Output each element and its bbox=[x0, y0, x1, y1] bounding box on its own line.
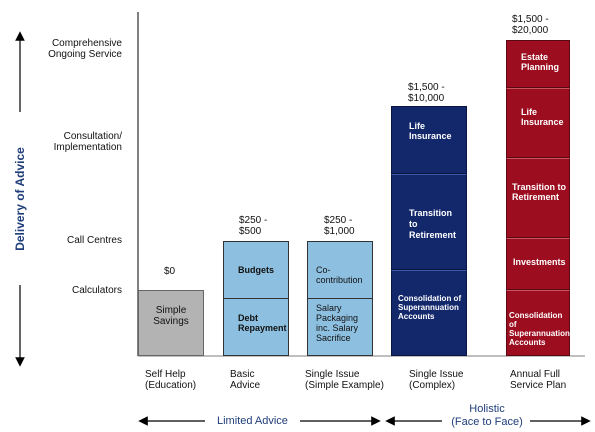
segment-co-contribution: Co- contribution bbox=[307, 241, 373, 299]
group-holistic: Holistic (Face to Face) bbox=[451, 403, 523, 428]
segment-consolidation-super-full: Consolidation of Superannuation Accounts bbox=[506, 290, 570, 356]
segment-debt-repayment: Debt Repayment bbox=[223, 299, 289, 356]
segment-label: Life Insurance bbox=[521, 107, 564, 127]
bar-basic-advice: Budgets Debt Repayment bbox=[223, 241, 289, 356]
segment-transition-to-retirement-full: Transition to Retirement bbox=[506, 158, 570, 238]
segment-life-insurance: Life Insurance bbox=[391, 106, 467, 174]
x-label-self-help: Self Help (Education) bbox=[145, 369, 197, 391]
price-annual-full-service: $1,500 - $20,000 bbox=[512, 14, 549, 36]
price-basic-advice: $250 - $500 bbox=[239, 215, 268, 237]
segment-label: Debt Repayment bbox=[238, 313, 287, 333]
level-label-call-centres: Call Centres bbox=[66, 235, 122, 246]
x-label-single-issue-complex: Single Issue (Complex) bbox=[409, 369, 464, 391]
segment-label: Consolidation of Superannuation Accounts bbox=[398, 294, 462, 321]
bar-single-issue-simple: Co- contribution Salary Packaging inc. S… bbox=[307, 241, 373, 356]
segment-label: Estate Planning bbox=[521, 52, 559, 72]
segment-consolidation-super: Consolidation of Superannuation Accounts bbox=[391, 270, 467, 356]
segment-label: Budgets bbox=[238, 265, 274, 275]
level-label-consultation: Consultation/ Implementation bbox=[53, 131, 122, 153]
price-self-help: $0 bbox=[164, 266, 176, 277]
segment-life-insurance-full: Life Insurance bbox=[506, 88, 570, 158]
segment-budgets: Budgets bbox=[223, 241, 289, 299]
segment-transition-to-retirement: Transition to Retirement bbox=[391, 174, 467, 270]
segment-label: Co- contribution bbox=[316, 265, 363, 285]
segment-label: Life Insurance bbox=[409, 121, 452, 141]
level-label-comprehensive: Comprehensive Ongoing Service bbox=[48, 38, 122, 60]
segment-estate-planning: Estate Planning bbox=[506, 40, 570, 88]
segment-label: Investments bbox=[513, 257, 566, 267]
segment-label: Transition to Retirement bbox=[409, 208, 457, 240]
x-label-basic-advice: Basic Advice bbox=[230, 369, 261, 391]
level-label-calculators: Calculators bbox=[71, 285, 122, 296]
segment-label: Transition to Retirement bbox=[512, 182, 566, 202]
bar-self-help: Simple Savings bbox=[138, 290, 204, 356]
x-label-annual-full-service: Annual Full Service Plan bbox=[510, 369, 567, 391]
price-single-issue-complex: $1,500 - $10,000 bbox=[408, 82, 445, 104]
x-label-single-issue-simple: Single Issue (Simple Example) bbox=[305, 369, 384, 391]
segment-label: Consolidation of Superannuation Accounts bbox=[509, 311, 570, 347]
segment-salary-packaging: Salary Packaging inc. Salary Sacrifice bbox=[307, 299, 373, 356]
group-limited-advice: Limited Advice bbox=[217, 415, 288, 427]
segment-simple-savings: Simple Savings bbox=[138, 290, 204, 356]
segment-label: Salary Packaging inc. Salary Sacrifice bbox=[316, 303, 359, 343]
bar-annual-full-service: Estate Planning Life Insurance Transitio… bbox=[506, 40, 570, 356]
price-single-issue-simple: $250 - $1,000 bbox=[324, 215, 355, 237]
segment-investments: Investments bbox=[506, 238, 570, 290]
segment-label: Simple Savings bbox=[153, 305, 189, 327]
bar-single-issue-complex: Life Insurance Transition to Retirement … bbox=[391, 106, 467, 356]
